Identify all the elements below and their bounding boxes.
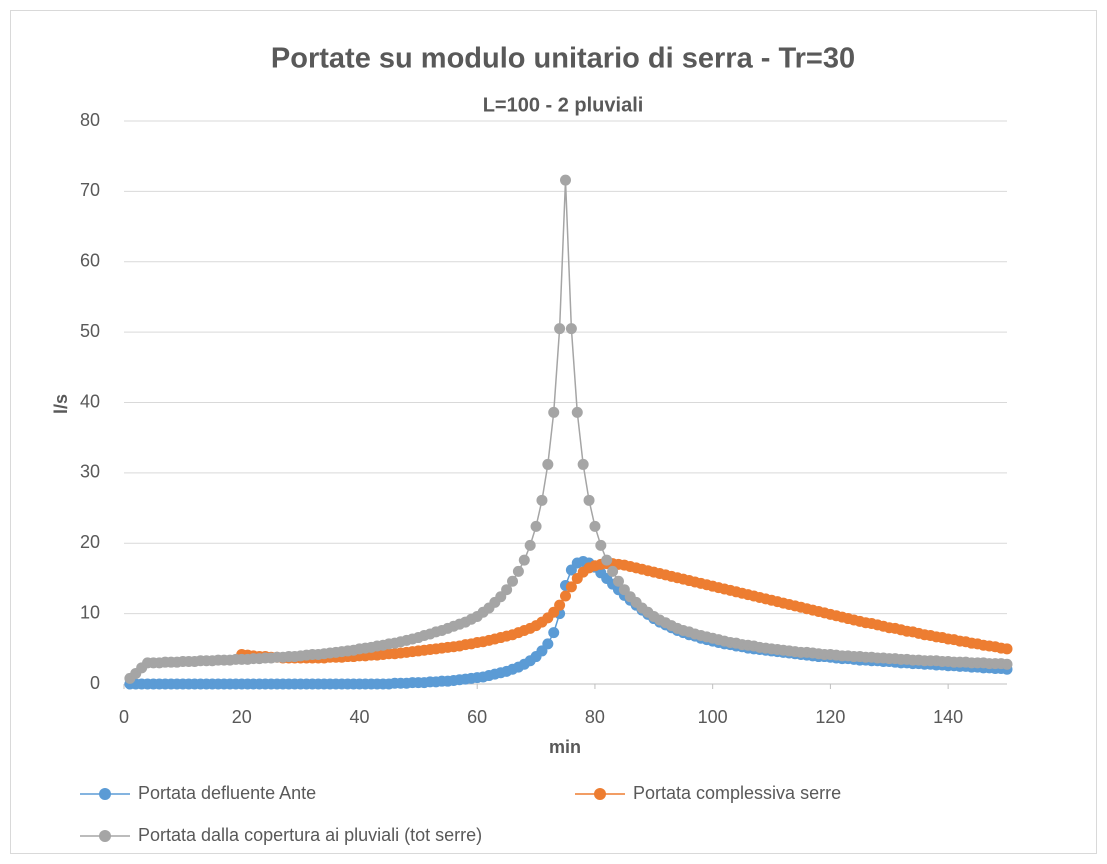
data-point <box>1001 643 1013 655</box>
data-point <box>589 520 601 532</box>
y-tick-label: 80 <box>80 110 100 130</box>
chart-title: Portate su modulo unitario di serra - Tr… <box>271 43 855 75</box>
data-point <box>560 590 571 602</box>
data-point <box>524 539 536 551</box>
x-axis-title: min <box>549 737 581 757</box>
data-point <box>571 406 583 418</box>
data-point <box>542 638 554 650</box>
x-tick-label: 120 <box>815 707 845 727</box>
data-point <box>501 584 513 596</box>
y-tick-label: 20 <box>80 532 100 552</box>
data-point <box>583 494 595 506</box>
y-tick-label: 50 <box>80 321 100 341</box>
data-point <box>595 539 607 551</box>
chart-border <box>10 10 1097 854</box>
data-point <box>577 458 589 470</box>
x-tick-label: 80 <box>585 707 605 727</box>
data-point <box>554 323 566 335</box>
data-point <box>518 554 530 566</box>
y-tick-label: 60 <box>80 251 100 271</box>
y-axis-title: l/s <box>51 394 71 414</box>
legend-label: Portata dalla copertura ai pluviali (tot… <box>138 825 482 845</box>
y-tick-label: 10 <box>80 602 100 622</box>
x-tick-label: 40 <box>349 707 369 727</box>
data-point <box>612 575 624 587</box>
legend-marker <box>594 788 606 800</box>
y-tick-label: 40 <box>80 391 100 411</box>
data-point <box>542 458 554 470</box>
legend-label: Portata complessiva serre <box>633 783 841 803</box>
y-tick-label: 0 <box>90 673 100 693</box>
data-point <box>560 174 571 186</box>
data-point <box>512 565 524 577</box>
chart-subtitle: L=100 - 2 pluviali <box>483 94 644 116</box>
legend-marker <box>99 788 111 800</box>
x-tick-label: 0 <box>119 707 129 727</box>
x-tick-label: 60 <box>467 707 487 727</box>
data-point <box>601 554 613 566</box>
data-point <box>548 406 560 418</box>
x-tick-label: 100 <box>698 707 728 727</box>
data-point <box>607 565 619 577</box>
y-tick-label: 30 <box>80 462 100 482</box>
y-tick-label: 70 <box>80 180 100 200</box>
x-tick-label: 20 <box>232 707 252 727</box>
data-point <box>565 581 577 593</box>
x-tick-label: 140 <box>933 707 963 727</box>
data-point <box>565 323 577 335</box>
data-point <box>507 575 519 587</box>
data-point <box>536 494 548 506</box>
data-point <box>548 627 560 639</box>
data-point <box>1001 658 1013 670</box>
data-point <box>554 599 566 611</box>
legend-label: Portata defluente Ante <box>138 783 316 803</box>
legend-marker <box>99 830 111 842</box>
data-point <box>530 520 542 532</box>
